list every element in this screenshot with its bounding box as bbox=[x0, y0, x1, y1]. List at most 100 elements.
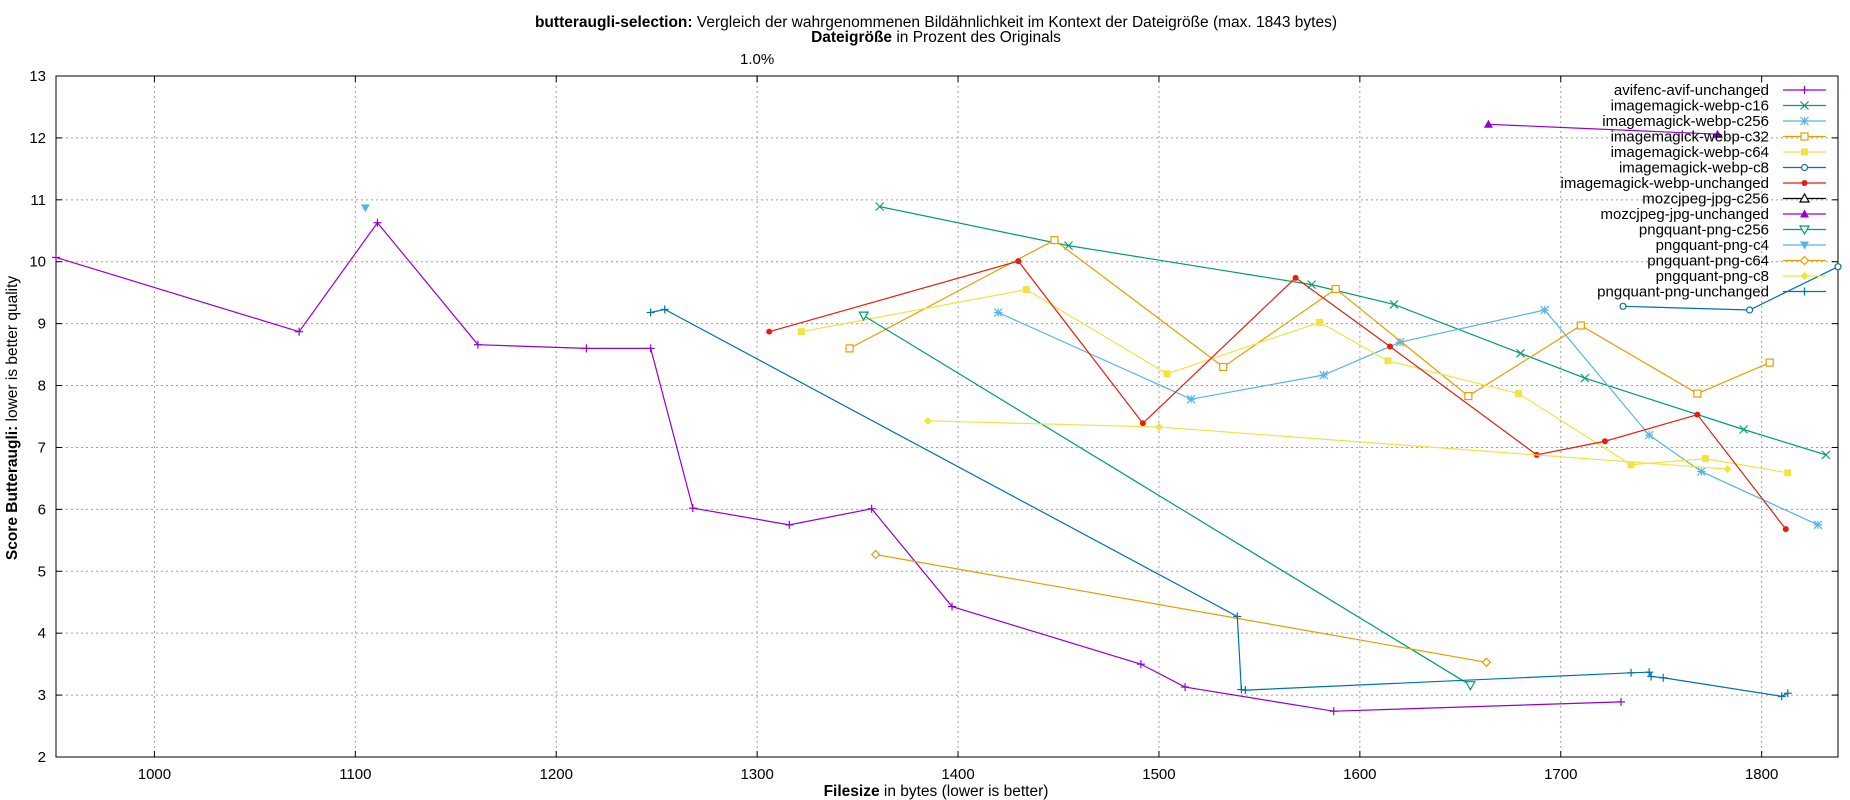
data-point bbox=[1765, 358, 1774, 367]
data-point bbox=[1627, 461, 1635, 469]
data-point bbox=[1821, 450, 1831, 460]
data-point bbox=[1723, 465, 1732, 474]
data-point bbox=[1576, 321, 1585, 330]
y-tick-label: 6 bbox=[38, 501, 46, 518]
data-point bbox=[1693, 389, 1702, 398]
data-point bbox=[1540, 305, 1550, 315]
data-series bbox=[52, 119, 1842, 716]
data-point bbox=[1481, 657, 1492, 668]
data-point bbox=[1136, 660, 1145, 669]
data-point bbox=[1619, 302, 1627, 310]
series-mozcjpeg-jpg-unchanged bbox=[1483, 119, 1722, 138]
data-point bbox=[1696, 467, 1706, 477]
data-point bbox=[1384, 357, 1392, 365]
y-tick-label: 11 bbox=[30, 192, 46, 209]
data-point bbox=[1237, 685, 1246, 694]
data-point bbox=[688, 504, 697, 513]
data-point bbox=[785, 520, 794, 529]
legend-entry: avifenc-avif-unchanged bbox=[1614, 82, 1826, 99]
y-tick-label: 9 bbox=[38, 316, 46, 333]
series-line bbox=[997, 309, 1819, 526]
series-imagemagick-webp-c32 bbox=[845, 235, 1774, 401]
x-tick-label: 1400 bbox=[941, 766, 974, 783]
legend-entry: pngquant-png-c4 bbox=[1656, 237, 1826, 254]
series-pngquant-png-c8 bbox=[923, 416, 1732, 474]
legend-entry: pngquant-png-unchanged bbox=[1597, 284, 1826, 301]
legend-entry: mozcjpeg-jpg-unchanged bbox=[1601, 206, 1826, 223]
data-point bbox=[1395, 337, 1405, 347]
legend-marker bbox=[1800, 272, 1809, 280]
data-point bbox=[1784, 469, 1792, 477]
y-tick-label: 8 bbox=[38, 378, 46, 395]
data-point bbox=[1659, 673, 1668, 682]
data-point bbox=[295, 327, 304, 336]
top-tick-label: 1.0% bbox=[740, 51, 774, 68]
series-line bbox=[875, 553, 1487, 663]
x-tick-label: 1600 bbox=[1343, 766, 1376, 783]
data-point bbox=[870, 549, 881, 560]
legend-marker-b bbox=[1800, 101, 1809, 110]
legend-label: imagemagick-webp-c32 bbox=[1611, 129, 1769, 146]
series-line bbox=[55, 221, 1622, 712]
data-point bbox=[1329, 707, 1338, 716]
data-point bbox=[1647, 672, 1656, 681]
chart-title: butteraugli-selection: Vergleich der wah… bbox=[535, 14, 1337, 31]
series-line bbox=[863, 315, 1471, 686]
series-line bbox=[769, 260, 1787, 530]
data-point bbox=[875, 202, 885, 212]
data-point-b bbox=[1739, 425, 1749, 434]
legend-entry: pngquant-png-c256 bbox=[1639, 222, 1826, 239]
data-point-b bbox=[1813, 520, 1823, 530]
legend-marker bbox=[1800, 287, 1809, 296]
data-point-b bbox=[875, 202, 885, 212]
data-point bbox=[1516, 348, 1525, 358]
data-point bbox=[1389, 300, 1399, 309]
data-point-b bbox=[1644, 430, 1654, 440]
data-point bbox=[1694, 411, 1701, 418]
legend-entry: imagemagick-webp-c256 bbox=[1602, 113, 1826, 130]
data-point bbox=[858, 311, 870, 322]
legend: avifenc-avif-unchanged imagemagick-webp-c… bbox=[1561, 82, 1826, 301]
legend-label: imagemagick-webp-c8 bbox=[1619, 160, 1769, 177]
legend-label: imagemagick-webp-unchanged bbox=[1561, 175, 1769, 192]
legend-entry: imagemagick-webp-c32 bbox=[1611, 129, 1826, 146]
data-point-b bbox=[1821, 450, 1831, 460]
data-point bbox=[1233, 612, 1242, 621]
data-point-b bbox=[1696, 467, 1706, 477]
data-point bbox=[1777, 692, 1786, 701]
data-point bbox=[1746, 306, 1754, 314]
data-point-b bbox=[1319, 370, 1329, 380]
legend-label: imagemagick-webp-c64 bbox=[1611, 144, 1769, 161]
data-point bbox=[1834, 263, 1842, 271]
legend-marker bbox=[1800, 116, 1809, 126]
y-axis-label: Score Butteraugli: lower is better quali… bbox=[4, 276, 21, 561]
data-point bbox=[1319, 370, 1329, 380]
data-point bbox=[1186, 394, 1196, 404]
x-tick-label: 1800 bbox=[1745, 766, 1778, 783]
data-point bbox=[1627, 668, 1636, 677]
data-point bbox=[373, 218, 382, 227]
data-point bbox=[1219, 362, 1228, 372]
data-point bbox=[1464, 391, 1473, 401]
x-tick-label: 1100 bbox=[339, 766, 371, 783]
data-point bbox=[1617, 697, 1626, 706]
data-point bbox=[1783, 689, 1792, 698]
data-point-b bbox=[993, 308, 1003, 317]
legend-entry: imagemagick-webp-c8 bbox=[1619, 160, 1826, 177]
data-point bbox=[867, 504, 876, 513]
legend-entry: imagemagick-webp-c64 bbox=[1611, 144, 1826, 161]
legend-label: pngquant-png-unchanged bbox=[1597, 284, 1769, 301]
data-point bbox=[797, 328, 805, 336]
data-point bbox=[582, 344, 591, 353]
legend-label: avifenc-avif-unchanged bbox=[1614, 82, 1769, 99]
data-point bbox=[660, 305, 669, 314]
legend-entry: mozcjpeg-jpg-c256 bbox=[1642, 191, 1826, 208]
legend-entry: imagemagick-webp-unchanged bbox=[1561, 175, 1826, 192]
data-point bbox=[845, 344, 854, 353]
data-point bbox=[1139, 420, 1146, 427]
data-point bbox=[1241, 686, 1250, 695]
data-point bbox=[1022, 286, 1030, 294]
data-point bbox=[473, 340, 482, 349]
legend-marker bbox=[1801, 180, 1808, 186]
data-point bbox=[1813, 520, 1823, 530]
